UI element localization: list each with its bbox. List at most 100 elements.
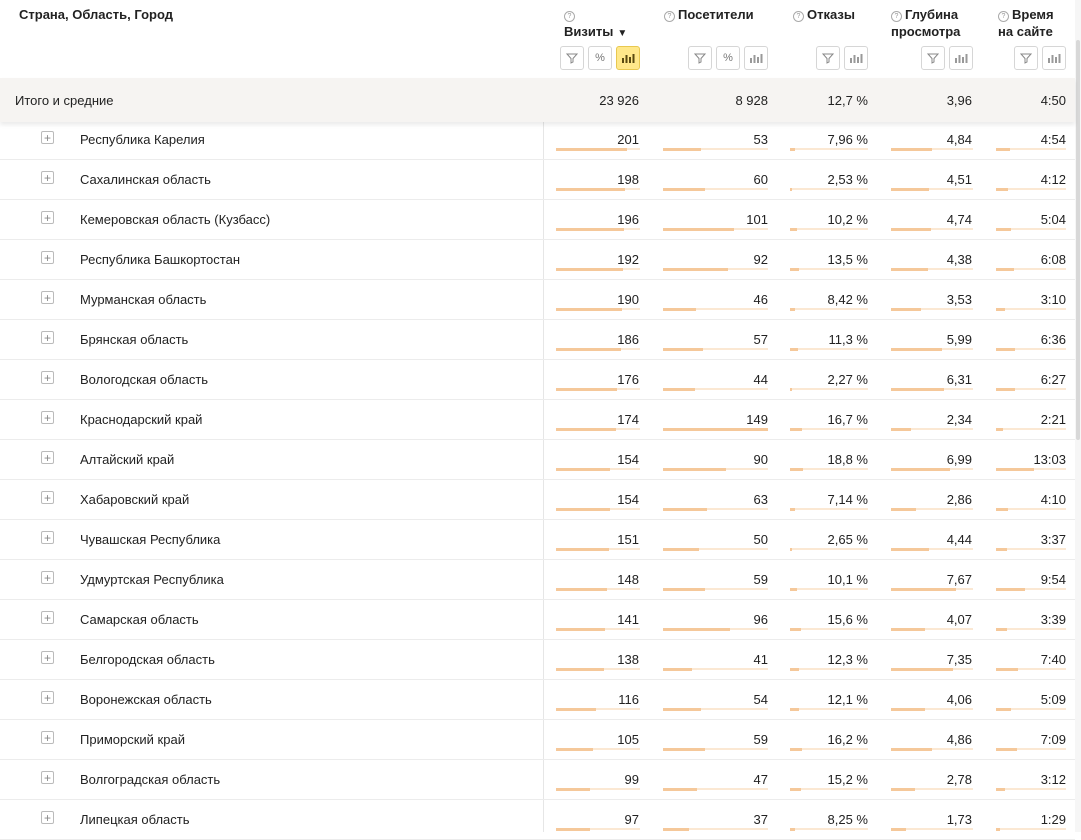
expand-icon[interactable]: + — [41, 651, 54, 664]
expand-icon[interactable]: + — [41, 811, 54, 824]
chart-button[interactable] — [844, 46, 868, 70]
table-row[interactable]: + Самарская область 141 96 15,6 % 4,07 3:39 — [0, 600, 1075, 640]
chart-button[interactable] — [1042, 46, 1066, 70]
row-name[interactable]: Брянская область — [80, 332, 189, 347]
expand-icon[interactable]: + — [41, 531, 54, 544]
bar-fill-visits — [556, 707, 596, 711]
table-row[interactable]: + Краснодарский край 174 149 16,7 % 2,34 2:21 — [0, 400, 1075, 440]
table-row[interactable]: + Воронежская область 116 54 12,1 % 4,06 5:09 — [0, 680, 1075, 720]
chart-button[interactable] — [616, 46, 640, 70]
expand-icon[interactable]: + — [41, 451, 54, 464]
row-name[interactable]: Республика Башкортостан — [80, 252, 240, 267]
filter-button[interactable] — [560, 46, 584, 70]
table-row[interactable]: + Мурманская область 190 46 8,42 % 3,53 3:10 — [0, 280, 1075, 320]
table-row[interactable]: + Республика Башкортостан 192 92 13,5 % 4,38 6… — [0, 240, 1075, 280]
row-name[interactable]: Липецкая область — [80, 812, 190, 827]
expand-icon[interactable]: + — [41, 571, 54, 584]
cell-depth: 4,86 — [946, 732, 972, 747]
bar-fill-visitors — [663, 627, 730, 631]
expand-icon[interactable]: + — [41, 611, 54, 624]
bar-fill-time — [996, 347, 1015, 351]
table-row[interactable]: + Липецкая область 97 37 8,25 % 1,73 1:29 — [0, 800, 1075, 840]
table-row[interactable]: + Удмуртская Республика 148 59 10,1 % 7,67 9:5… — [0, 560, 1075, 600]
bar-fill-bounce — [790, 227, 797, 231]
filter-button[interactable] — [1014, 46, 1038, 70]
percent-button[interactable]: % — [716, 46, 740, 70]
bar-track-depth — [891, 347, 973, 351]
expand-icon[interactable]: + — [41, 211, 54, 224]
expand-icon[interactable]: + — [41, 771, 54, 784]
header-bounce[interactable]: ? Отказы — [793, 0, 868, 78]
expand-icon[interactable]: + — [41, 251, 54, 264]
cell-visits: 201 — [617, 132, 639, 147]
table-row[interactable]: + Чувашская Республика 151 50 2,65 % 4,44 3:37 — [0, 520, 1075, 560]
cell-visitors: 60 — [753, 172, 768, 187]
table-row[interactable]: + Сахалинская область 198 60 2,53 % 4,51 4:12 — [0, 160, 1075, 200]
bar-fill-visitors — [663, 187, 705, 191]
expand-icon[interactable]: + — [41, 291, 54, 304]
table-row[interactable]: + Алтайский край 154 90 18,8 % 6,99 13:03 — [0, 440, 1075, 480]
table-row[interactable]: + Хабаровский край 154 63 7,14 % 2,86 4:10 — [0, 480, 1075, 520]
table-row[interactable]: + Вологодская область 176 44 2,27 % 6,31 6:27 — [0, 360, 1075, 400]
table-header: Страна, Область, Город ? Визиты ▼ % ? Посет… — [0, 0, 1075, 78]
row-name[interactable]: Воронежская область — [80, 692, 212, 707]
header-visits[interactable]: ? Визиты ▼ % — [556, 0, 640, 78]
row-name[interactable]: Краснодарский край — [80, 412, 203, 427]
expand-icon[interactable]: + — [41, 331, 54, 344]
help-icon[interactable]: ? — [564, 11, 575, 22]
table-row[interactable]: + Белгородская область 138 41 12,3 % 7,35 7:40 — [0, 640, 1075, 680]
row-name[interactable]: Мурманская область — [80, 292, 207, 307]
chart-button[interactable] — [744, 46, 768, 70]
help-icon[interactable]: ? — [664, 11, 675, 22]
row-name[interactable]: Белгородская область — [80, 652, 215, 667]
sort-desc-icon[interactable]: ▼ — [617, 28, 628, 39]
expand-icon[interactable]: + — [41, 411, 54, 424]
expand-icon[interactable]: + — [41, 691, 54, 704]
table-row[interactable]: + Брянская область 186 57 11,3 % 5,99 6:36 — [0, 320, 1075, 360]
bar-track-bounce — [790, 147, 868, 151]
filter-button[interactable] — [688, 46, 712, 70]
row-name[interactable]: Вологодская область — [80, 372, 209, 387]
table-row[interactable]: + Кемеровская область (Кузбасс) 196 101 10,2… — [0, 200, 1075, 240]
table-row[interactable]: + Волгоградская область 99 47 15,2 % 2,78 3:12 — [0, 760, 1075, 800]
header-visits-title: Визиты — [564, 24, 614, 39]
bar-fill-time — [996, 827, 1000, 831]
row-name[interactable]: Алтайский край — [80, 452, 175, 467]
help-icon[interactable]: ? — [998, 11, 1009, 22]
expand-icon[interactable]: + — [41, 171, 54, 184]
row-name[interactable]: Приморский край — [80, 732, 185, 747]
expand-icon[interactable]: + — [41, 731, 54, 744]
expand-icon[interactable]: + — [41, 491, 54, 504]
row-name[interactable]: Хабаровский край — [80, 492, 190, 507]
table-row[interactable]: + Приморский край 105 59 16,2 % 4,86 7:09 — [0, 720, 1075, 760]
bar-fill-bounce — [790, 187, 792, 191]
header-visitors[interactable]: ? Посетители % — [664, 0, 768, 78]
row-name[interactable]: Кемеровская область (Кузбасс) — [80, 212, 271, 227]
dimension-header[interactable]: Страна, Область, Город — [19, 0, 319, 78]
bar-track-time — [996, 467, 1066, 471]
chart-button[interactable] — [949, 46, 973, 70]
scrollbar-thumb[interactable] — [1076, 40, 1080, 440]
row-name[interactable]: Чувашская Республика — [80, 532, 221, 547]
row-name[interactable]: Сахалинская область — [80, 172, 211, 187]
expand-icon[interactable]: + — [41, 131, 54, 144]
expand-icon[interactable]: + — [41, 371, 54, 384]
header-depth[interactable]: ? Глубина просмотра — [891, 0, 973, 78]
filter-button[interactable] — [921, 46, 945, 70]
header-time[interactable]: ? Время на сайте — [998, 0, 1066, 78]
row-name[interactable]: Республика Карелия — [80, 132, 205, 147]
filter-button[interactable] — [816, 46, 840, 70]
vertical-scrollbar[interactable] — [1075, 0, 1081, 832]
table-row[interactable]: + Республика Карелия 201 53 7,96 % 4,84 4:54 — [0, 120, 1075, 160]
header-time-title-1: Время — [1012, 7, 1054, 22]
percent-button[interactable]: % — [588, 46, 612, 70]
help-icon[interactable]: ? — [793, 11, 804, 22]
cell-visits: 151 — [617, 532, 639, 547]
help-icon[interactable]: ? — [891, 11, 902, 22]
bar-fill-bounce — [790, 667, 799, 671]
row-name[interactable]: Удмуртская Республика — [80, 572, 224, 587]
row-name[interactable]: Волгоградская область — [80, 772, 221, 787]
row-name[interactable]: Самарская область — [80, 612, 199, 627]
cell-bounce: 2,65 % — [827, 532, 868, 547]
bar-track-visits — [556, 507, 640, 511]
